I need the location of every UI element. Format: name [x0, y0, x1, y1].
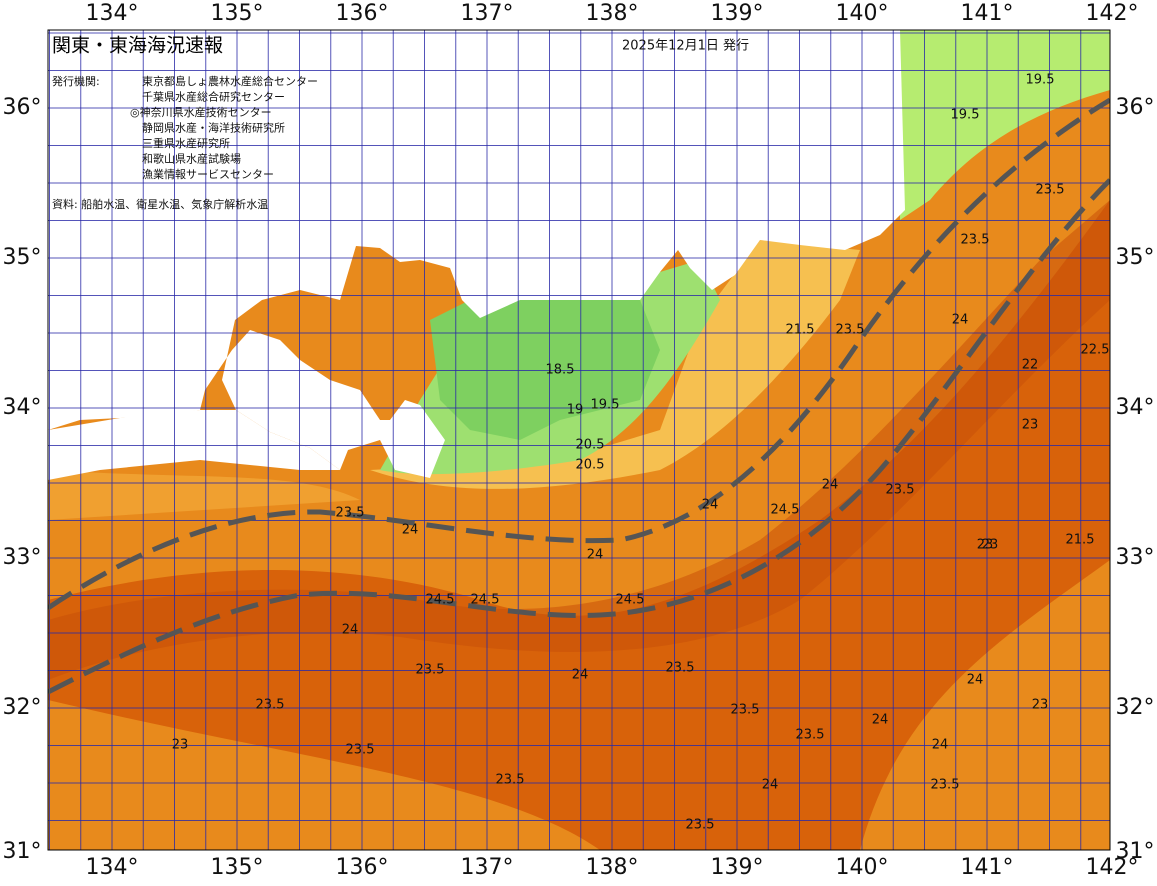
- lon-label-bottom: 139°: [711, 855, 764, 880]
- contour-labels: 19.519.518.519 19.520.520.521.52223232323…: [172, 73, 1110, 833]
- contour-label: 23.5: [796, 728, 825, 743]
- lon-label-bottom: 134°: [86, 855, 139, 880]
- lat-label-left: 35°: [3, 245, 42, 270]
- lat-label-right: 31°: [1116, 839, 1155, 864]
- contour-label: 24.5: [471, 593, 500, 608]
- contour-label: 23.5: [666, 661, 695, 676]
- contour-label: 23.5: [961, 233, 990, 248]
- map-body: 19.519.518.519 19.520.520.521.52223232323…: [48, 30, 1110, 850]
- lon-label-top: 134°: [86, 1, 139, 26]
- contour-label: 23.5: [731, 703, 760, 718]
- lon-label-top: 141°: [961, 1, 1014, 26]
- contour-label: 24.5: [426, 593, 455, 608]
- issuer: 漁業情報サービスセンター: [142, 167, 274, 181]
- lon-label-top: 140°: [836, 1, 889, 26]
- core-water: [48, 200, 1110, 680]
- contour-label: 23.5: [416, 663, 445, 678]
- lat-label-right: 36°: [1116, 95, 1155, 120]
- warm-water: [48, 200, 1110, 850]
- lat-label-left: 34°: [3, 395, 42, 420]
- contour-label: 23.5: [346, 743, 375, 758]
- contour-label: 23.5: [256, 698, 285, 713]
- contour-label: 23.5: [886, 483, 915, 498]
- source: 資料: 船舶水温、衛星水温、気象庁解析水温: [52, 197, 268, 211]
- contour-label: 23: [977, 538, 994, 553]
- lon-label-bottom: 142°: [1086, 855, 1139, 880]
- contour-label: 24: [822, 478, 839, 493]
- lon-label-top: 142°: [1086, 1, 1139, 26]
- axis-labels: 134° 134° 135° 135° 136° 136° 137° 137° 138° 138°…: [3, 1, 1155, 880]
- contour-label: 23.5: [1036, 183, 1065, 198]
- contour-label: 24: [967, 673, 984, 688]
- contour-label: 24: [342, 623, 359, 638]
- contour-label: 23.5: [836, 323, 865, 338]
- contour-label: 20.5: [576, 438, 605, 453]
- issuer: 和歌山県水産試験場: [142, 152, 241, 166]
- issuer-label: 発行機関:: [52, 74, 100, 88]
- contour-label: 24: [587, 548, 604, 563]
- contour-label: 19: [567, 403, 584, 418]
- lat-label-left: 32°: [3, 695, 42, 720]
- lon-label-bottom: 140°: [836, 855, 889, 880]
- title: 関東・東海海況速報: [52, 35, 223, 57]
- lat-label-left: 31°: [3, 839, 42, 864]
- land: [48, 30, 905, 478]
- contour-label: 20.5: [576, 458, 605, 473]
- contour-label: 24.5: [771, 503, 800, 518]
- contour-label: 23.5: [686, 818, 715, 833]
- lon-label-bottom: 137°: [461, 855, 514, 880]
- contour-label: 24: [932, 738, 949, 753]
- issuer: 三重県水産研究所: [142, 136, 230, 150]
- lon-label-top: 139°: [711, 1, 764, 26]
- lon-label-bottom: 136°: [336, 855, 389, 880]
- contour-label: 18.5: [546, 363, 575, 378]
- contour-label: 24.5: [616, 593, 645, 608]
- contour-label: 21.5: [1066, 533, 1095, 548]
- lon-label-top: 138°: [586, 1, 639, 26]
- lon-label-bottom: 135°: [211, 855, 264, 880]
- north-green: [900, 30, 1110, 220]
- contour-label: 23: [1032, 698, 1049, 713]
- lat-label-right: 34°: [1116, 395, 1155, 420]
- contour-label: 24: [572, 668, 589, 683]
- contour-label: 23.5: [931, 778, 960, 793]
- lon-label-top: 136°: [336, 1, 389, 26]
- lon-label-bottom: 141°: [961, 855, 1014, 880]
- contour-label: 19.5: [591, 398, 620, 413]
- contour-label: 23.5: [336, 506, 365, 521]
- lat-label-right: 33°: [1116, 545, 1155, 570]
- lat-label-left: 36°: [3, 95, 42, 120]
- map-frame: [47, 29, 1111, 851]
- contour-label: 23.5: [496, 773, 525, 788]
- lon-label-bottom: 138°: [586, 855, 639, 880]
- lat-label-right: 32°: [1116, 695, 1155, 720]
- header: 関東・東海海況速報 2025年12月1日 発行 発行機関: 資料: 船舶水温、衛…: [52, 35, 749, 212]
- contour-label: 21.5: [786, 323, 815, 338]
- contour-label: 23: [172, 738, 189, 753]
- contour-label: 24: [762, 778, 779, 793]
- kuroshio-axis-south: [48, 178, 1110, 695]
- contour-label: 24: [872, 713, 889, 728]
- contour-label: 24: [702, 498, 719, 513]
- contour-label: 24: [402, 523, 419, 538]
- contour-label: 23: [1022, 418, 1039, 433]
- issue-date: 2025年12月1日 発行: [622, 39, 749, 54]
- issuer: 千葉県水産総合研究センター: [142, 90, 285, 104]
- contour-label: 22.5: [1081, 343, 1110, 358]
- lon-label-top: 137°: [461, 1, 514, 26]
- issuer: ◎神奈川県水産技術センター: [130, 105, 272, 119]
- issuer: 東京都島しょ農林水産総合センター: [142, 74, 318, 88]
- lat-label-right: 35°: [1116, 245, 1155, 270]
- contour-label: 19.5: [1026, 73, 1055, 88]
- graticule: [48, 30, 1110, 850]
- contour-label: 22: [1022, 358, 1039, 373]
- lat-label-left: 33°: [3, 545, 42, 570]
- contour-label: 23: [982, 538, 999, 553]
- kuroshio-axis-north: [48, 97, 1110, 611]
- contour-label: 19.5: [951, 108, 980, 123]
- contour-label: 24: [952, 313, 969, 328]
- issuer: 静岡県水産・海洋技術研究所: [142, 121, 285, 135]
- lon-label-top: 135°: [211, 1, 264, 26]
